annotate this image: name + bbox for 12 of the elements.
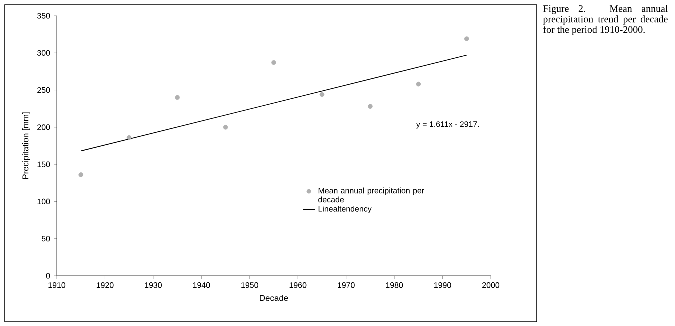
point	[368, 104, 373, 110]
point	[464, 36, 470, 42]
point	[175, 95, 180, 100]
point	[320, 92, 325, 98]
point	[416, 82, 422, 87]
point	[78, 172, 84, 178]
point	[272, 60, 276, 66]
point	[223, 125, 228, 130]
point	[126, 135, 132, 140]
y-axis-title: Precipitation [mm]	[22, 112, 30, 180]
text: Figure 2. Mean annual precipitation trend per decade for the period 1910-2000.	[543, 5, 668, 36]
x-axis-title: Decade	[260, 295, 288, 302]
